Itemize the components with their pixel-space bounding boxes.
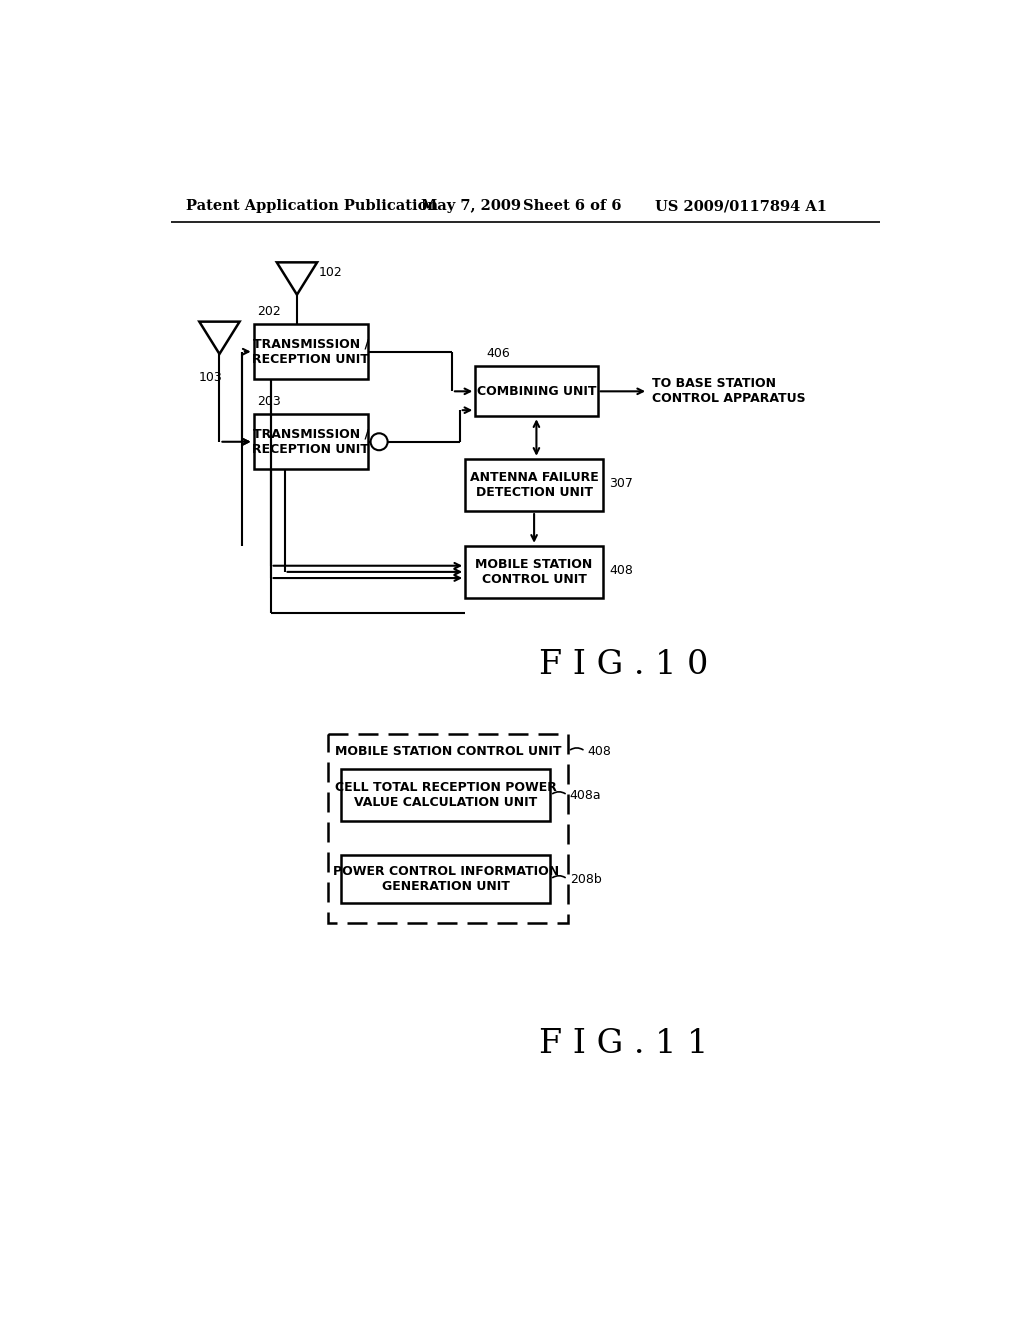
- Bar: [341, 770, 550, 821]
- Text: 208b: 208b: [569, 873, 601, 886]
- Text: ANTENNA FAILURE
DETECTION UNIT: ANTENNA FAILURE DETECTION UNIT: [470, 471, 598, 499]
- Bar: [254, 323, 369, 379]
- Bar: [475, 367, 598, 416]
- Text: TRANSMISSION /
RECEPTION UNIT: TRANSMISSION / RECEPTION UNIT: [253, 428, 370, 455]
- Text: May 7, 2009: May 7, 2009: [421, 199, 521, 213]
- Text: 203: 203: [257, 395, 282, 408]
- Text: 408: 408: [609, 564, 633, 577]
- Text: 202: 202: [257, 305, 282, 318]
- Text: F I G . 1 1: F I G . 1 1: [540, 1028, 709, 1060]
- Text: Patent Application Publication: Patent Application Publication: [186, 199, 438, 213]
- Bar: [254, 414, 369, 470]
- Text: 406: 406: [486, 347, 511, 360]
- Text: 307: 307: [609, 477, 633, 490]
- Text: POWER CONTROL INFORMATION
GENERATION UNIT: POWER CONTROL INFORMATION GENERATION UNI…: [333, 865, 559, 894]
- Text: 408a: 408a: [569, 788, 601, 801]
- Text: US 2009/0117894 A1: US 2009/0117894 A1: [655, 199, 827, 213]
- Text: MOBILE STATION CONTROL UNIT: MOBILE STATION CONTROL UNIT: [335, 744, 561, 758]
- Text: 408: 408: [588, 744, 611, 758]
- Bar: [341, 855, 550, 903]
- Text: Sheet 6 of 6: Sheet 6 of 6: [523, 199, 622, 213]
- Bar: [465, 459, 603, 511]
- Text: F I G . 1 0: F I G . 1 0: [540, 649, 709, 681]
- Bar: [465, 545, 603, 598]
- Text: TRANSMISSION /
RECEPTION UNIT: TRANSMISSION / RECEPTION UNIT: [253, 338, 370, 366]
- Text: 102: 102: [318, 267, 342, 280]
- Text: COMBINING UNIT: COMBINING UNIT: [477, 385, 596, 397]
- Bar: [328, 734, 568, 923]
- Text: TO BASE STATION
CONTROL APPARATUS: TO BASE STATION CONTROL APPARATUS: [652, 378, 806, 405]
- Text: MOBILE STATION
CONTROL UNIT: MOBILE STATION CONTROL UNIT: [475, 558, 593, 586]
- Text: CELL TOTAL RECEPTION POWER
VALUE CALCULATION UNIT: CELL TOTAL RECEPTION POWER VALUE CALCULA…: [335, 781, 557, 809]
- Text: 103: 103: [199, 371, 222, 384]
